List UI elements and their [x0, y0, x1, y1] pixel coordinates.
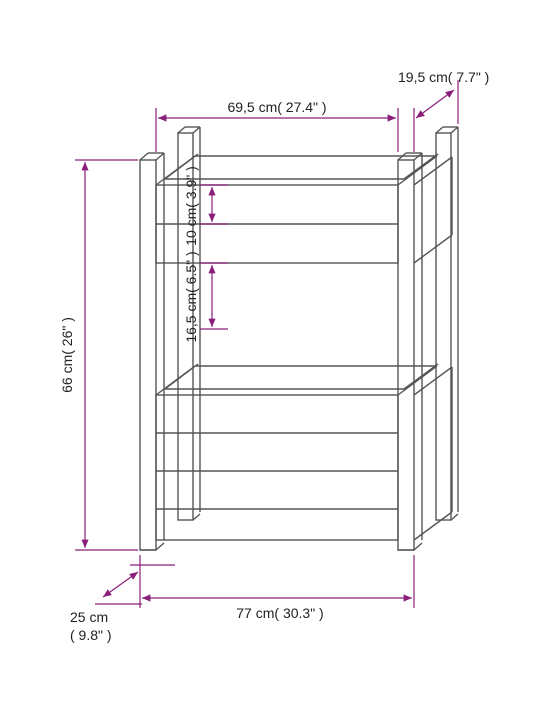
label-width-inner: 69,5 cm( 27.4" ): [227, 99, 326, 115]
dimension-diagram: 69,5 cm( 27.4" ) 19,5 cm( 7.7" ) 66 cm( …: [0, 0, 540, 720]
label-depth-bottom-l2: ( 9.8" ): [70, 627, 112, 643]
dim-gap-mid: 16,5 cm( 6.5" ): [183, 251, 228, 342]
label-height: 66 cm( 26" ): [59, 317, 75, 393]
label-gap-mid: 16,5 cm( 6.5" ): [183, 251, 199, 342]
label-width-outer: 77 cm( 30.3" ): [236, 605, 323, 621]
dim-gap-small: 10 cm( 3.9" ): [183, 166, 228, 246]
dim-depth-bottom: 25 cm ( 9.8" ): [70, 565, 175, 643]
label-depth-bottom-l1: 25 cm: [70, 609, 108, 625]
dim-depth-top: 19,5 cm( 7.7" ): [398, 69, 489, 152]
label-gap-small: 10 cm( 3.9" ): [183, 166, 199, 246]
dim-width-outer: 77 cm( 30.3" ): [140, 555, 414, 621]
dim-height: 66 cm( 26" ): [59, 160, 138, 550]
label-depth-top: 19,5 cm( 7.7" ): [398, 69, 489, 85]
